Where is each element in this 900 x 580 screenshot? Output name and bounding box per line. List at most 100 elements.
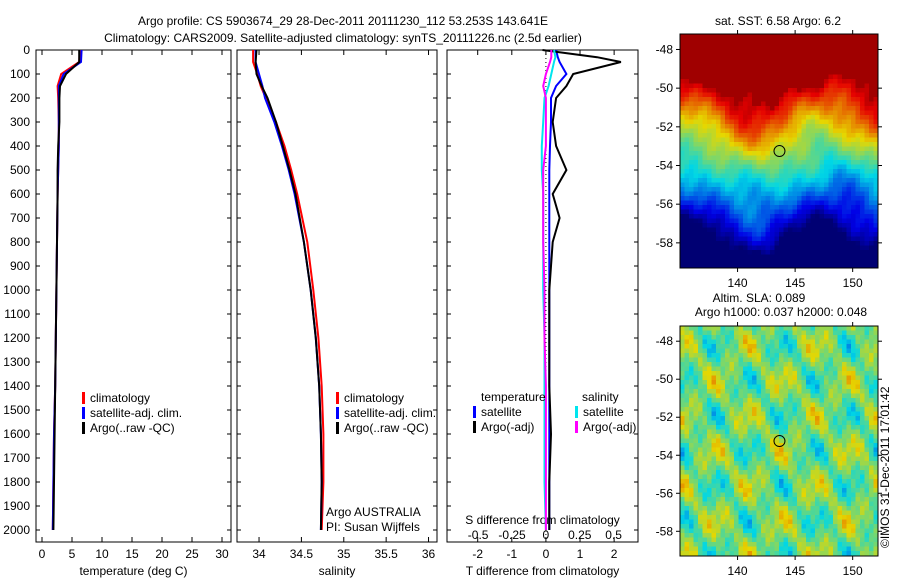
map-cell <box>765 70 771 75</box>
map-cell <box>743 182 748 188</box>
map-cell <box>783 479 789 484</box>
map-cell <box>864 492 870 498</box>
map-cell <box>801 537 807 543</box>
map-cell <box>774 488 780 493</box>
map-cell <box>761 155 766 161</box>
map-cell <box>869 151 874 156</box>
map-cell <box>756 155 762 161</box>
map-cell <box>815 533 820 538</box>
map-cell <box>860 160 865 165</box>
map-cell <box>716 470 721 475</box>
map-cell <box>738 344 744 349</box>
map-cell <box>765 97 771 102</box>
map-cell <box>725 241 730 246</box>
map-cell <box>837 142 843 147</box>
map-cell <box>801 407 807 412</box>
map-cell <box>725 330 730 336</box>
map-cell <box>774 182 780 188</box>
map-cell <box>734 510 739 516</box>
map-cell <box>684 124 690 129</box>
map-cell <box>747 371 753 376</box>
map-cell <box>689 339 694 345</box>
map-cell <box>765 353 771 358</box>
map-cell <box>851 232 856 237</box>
map-cell <box>815 182 820 188</box>
map-cell <box>851 52 856 57</box>
map-cell <box>738 533 744 538</box>
map-cell <box>801 164 807 170</box>
map-cell <box>774 411 780 417</box>
map-cell <box>842 227 847 233</box>
map-cell <box>743 236 748 242</box>
map-cell <box>779 335 784 340</box>
map-cell <box>707 542 712 547</box>
map-cell <box>860 209 865 215</box>
map-cell <box>815 70 820 75</box>
map-cell <box>873 74 879 80</box>
map-cell <box>855 259 861 264</box>
map-cell <box>711 470 717 475</box>
map-cell <box>707 200 712 206</box>
map-cell <box>801 465 807 471</box>
map-cell <box>743 479 748 484</box>
map-cell <box>684 70 690 75</box>
map-cell <box>792 488 798 493</box>
map-cell <box>851 173 856 179</box>
map-cell <box>860 470 865 475</box>
map-cell <box>725 533 730 538</box>
map-cell <box>711 488 717 493</box>
map-cell <box>747 344 753 349</box>
map-cell <box>846 218 852 224</box>
map-cell <box>702 492 708 498</box>
map-cell <box>689 101 694 107</box>
map-cell <box>716 492 721 498</box>
x-tick-label: 0 <box>543 547 550 561</box>
map-cell <box>707 533 712 538</box>
map-cell <box>815 61 820 66</box>
map-cell <box>828 402 834 408</box>
map-cell <box>837 506 843 511</box>
map-cell <box>779 456 784 462</box>
map-cell <box>689 245 694 251</box>
map-cell <box>864 124 870 129</box>
map-cell <box>797 371 802 376</box>
map-cell <box>756 200 762 206</box>
map-cell <box>797 344 802 349</box>
map-cell <box>833 438 838 444</box>
map-cell <box>729 200 735 206</box>
map-cell <box>837 362 843 367</box>
map-cell <box>747 259 753 264</box>
map-cell <box>837 479 843 484</box>
map-cell <box>743 214 748 219</box>
map-cell <box>873 227 879 233</box>
map-cell <box>761 65 766 71</box>
map-cell <box>873 425 879 430</box>
map-cell <box>842 74 847 80</box>
map-cell <box>819 245 825 251</box>
map-cell <box>801 326 807 331</box>
map-cell <box>761 259 766 264</box>
map-cell <box>855 151 861 156</box>
map-cell <box>689 227 694 233</box>
map-cell <box>801 524 807 529</box>
map-cell <box>756 209 762 215</box>
map-cell <box>702 434 708 439</box>
map-cell <box>837 223 843 228</box>
map-cell <box>765 88 771 93</box>
map-cell <box>810 461 816 466</box>
map-cell <box>711 151 717 156</box>
map-cell <box>864 128 870 134</box>
map-cell <box>734 101 739 107</box>
map-cell <box>747 209 753 215</box>
map-cell <box>734 447 739 453</box>
map-cell <box>842 124 847 129</box>
map-cell <box>761 232 766 237</box>
map-cell <box>824 362 829 367</box>
map-cell <box>711 182 717 188</box>
map-cell <box>806 488 811 493</box>
map-cell <box>788 429 793 435</box>
map-cell <box>689 43 694 48</box>
map-cell <box>765 187 771 192</box>
map-cell <box>725 461 730 466</box>
map-cell <box>833 488 838 493</box>
